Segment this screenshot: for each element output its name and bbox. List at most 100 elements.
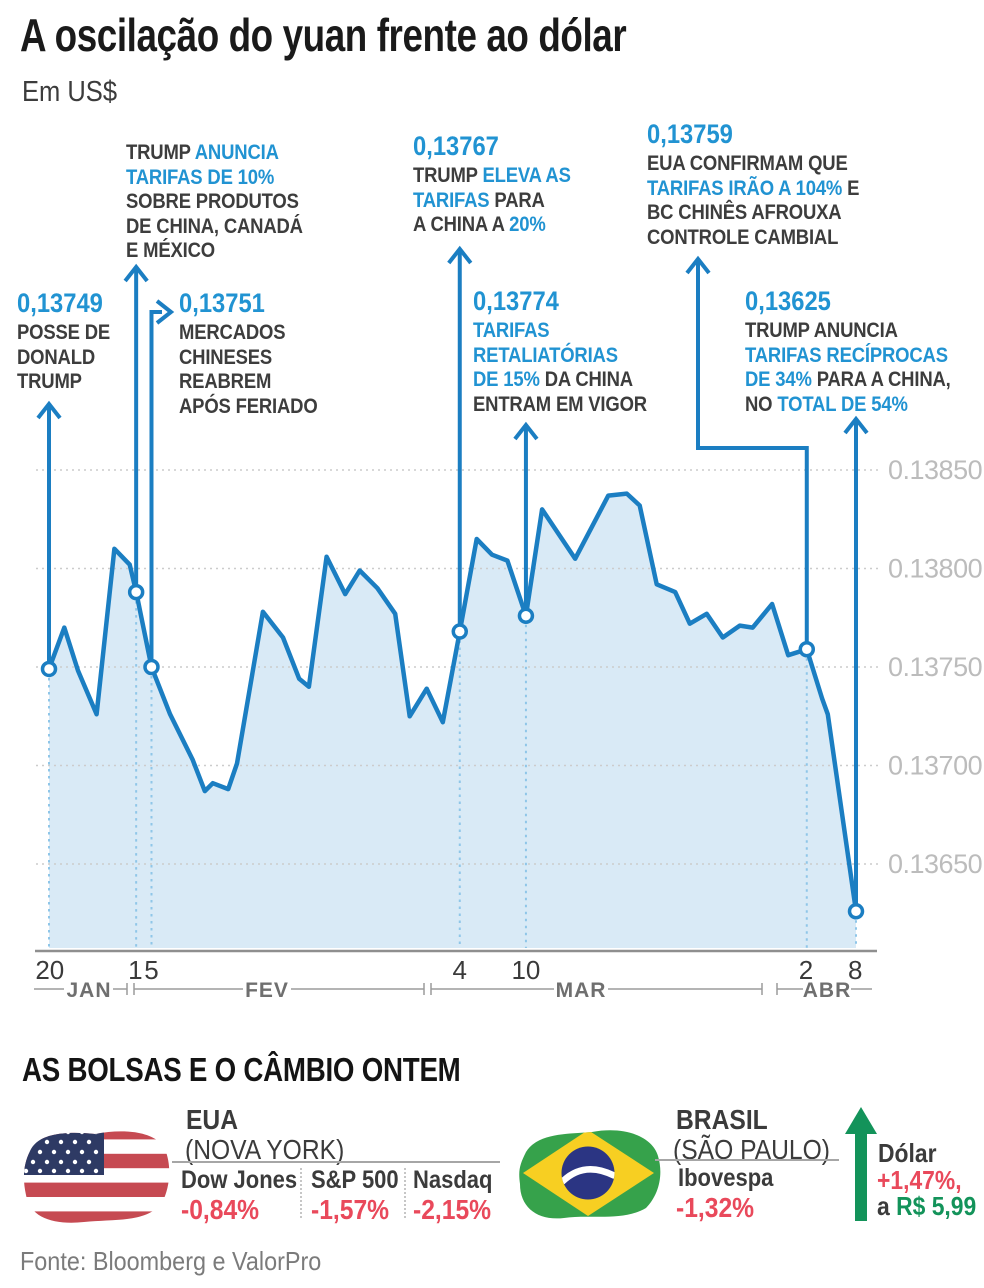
annotation-value: 0,13774: [473, 286, 559, 316]
brasil-label: BRASIL: [676, 1104, 768, 1135]
arrowhead-up: [513, 421, 539, 441]
usa-divider: [172, 1161, 500, 1163]
month-label: JAN: [66, 979, 111, 1002]
annotation-text: TARIFAS RETALIATÓRIAS DE 15% DA CHINA EN…: [473, 319, 647, 417]
chart-unit-label: Em US$: [22, 76, 118, 108]
y-axis-tick-label: 0.13750: [888, 652, 982, 682]
x-axis-tick-label: 10: [511, 955, 540, 985]
area-fill: [49, 493, 856, 948]
annotation-text-run: PARA A CHINA, NO: [745, 368, 951, 416]
brasil-divider: [655, 1159, 839, 1161]
month-label: FEV: [245, 979, 289, 1002]
data-point-marker: [451, 623, 469, 640]
brasil-city-label: (SÃO PAULO): [673, 1134, 830, 1165]
annotation-tarifas-10: TRUMP ANUNCIA TARIFAS DE 10% SOBRE PRODU…: [126, 141, 303, 264]
annotation-text: MERCADOS CHINESES REABREM APÓS FERIADO: [179, 321, 318, 419]
annotation-text: TRUMP ANUNCIA TARIFAS RECÍPROCAS DE 34% …: [745, 319, 951, 417]
sp500-label: S&P 500: [311, 1166, 399, 1194]
data-point-marker: [127, 583, 145, 601]
annotation-tarifas-104: 0,13759 EUA CONFIRMAM QUE TARIFAS IRÃO A…: [647, 119, 859, 250]
annotation-value: 0,13749: [17, 288, 103, 318]
annotation-mercados-reabrem: 0,13751 MERCADOS CHINESES REABREM APÓS F…: [179, 288, 318, 419]
usa-city-label: (NOVA YORK): [185, 1134, 345, 1165]
yuan-dollar-chart: 0.13850 0.13800 0.13750 0.13700 0.13650 20 1 5 4…: [34, 245, 983, 1002]
dolar-price-prefix: a: [877, 1191, 897, 1221]
usa-label: EUA: [186, 1104, 239, 1135]
column-separator: [404, 1168, 406, 1218]
ibovespa-label: Ibovespa: [678, 1164, 774, 1192]
month-label: MAR: [556, 979, 607, 1002]
annotation-tarifas-20: 0,13767 TRUMP ELEVA AS TARIFAS PARA A CH…: [413, 131, 571, 238]
x-axis-tick-label: 5: [144, 955, 158, 985]
nasdaq-value: -2,15%: [413, 1194, 492, 1225]
y-axis-tick-label: 0.13850: [888, 455, 982, 485]
arrowhead-right: [155, 299, 175, 325]
brazil-flag-icon: [519, 1130, 661, 1219]
arrowhead-up: [447, 245, 473, 265]
x-axis-tick-label: 2: [799, 955, 813, 985]
annotation-text: TRUMP ELEVA AS TARIFAS PARA A CHINA A 20…: [413, 164, 571, 238]
annotation-value: 0,13759: [647, 119, 733, 149]
annotation-text-run: TRUMP: [413, 164, 483, 187]
annotation-text: EUA CONFIRMAM QUE TARIFAS IRÃO A 104% E …: [647, 152, 859, 250]
x-axis-tick-label: 20: [35, 955, 64, 985]
annotation-text-run: PARA A CHINA A: [413, 188, 545, 237]
dow-jones-value: -0,84%: [181, 1194, 260, 1225]
x-axis-tick-label: 1: [128, 955, 142, 985]
dolar-price: a R$ 5,99: [877, 1191, 976, 1222]
y-axis-tick-label: 0.13700: [888, 751, 982, 781]
x-axis-tick-label: 8: [848, 955, 862, 985]
annotation-text-run: EUA CONFIRMAM QUE: [647, 152, 848, 175]
data-point-marker: [847, 903, 865, 920]
arrowhead-up: [123, 263, 149, 283]
annotation-text-run: E BC CHINÊS AFROUXA CONTROLE CAMBIAL: [647, 176, 860, 249]
source-credit: Fonte: Bloomberg e ValorPro: [20, 1246, 322, 1276]
page-title: A oscilação do yuan frente ao dólar: [20, 9, 627, 61]
dolar-price-value: R$ 5,99: [896, 1191, 977, 1221]
y-axis-tick-label: 0.13800: [888, 554, 982, 584]
annotation-text-run: DA CHINA ENTRAM EM VIGOR: [473, 368, 647, 416]
annotation-connector: [149, 310, 162, 667]
annotation-retaliatorias-15: 0,13774 TARIFAS RETALIATÓRIAS DE 15% DA …: [473, 286, 647, 417]
nasdaq-label: Nasdaq: [413, 1166, 493, 1194]
annotation-text-run: POSSE DE DONALD TRUMP: [17, 321, 111, 393]
annotation-text: TRUMP ANUNCIA TARIFAS DE 10% SOBRE PRODU…: [126, 141, 303, 264]
annotation-value: 0,13625: [745, 286, 831, 316]
annotation-value: 0,13767: [413, 131, 499, 161]
annotation-text-run: 20%: [509, 213, 546, 236]
annotation-text-run: MERCADOS CHINESES REABREM APÓS FERIADO: [179, 321, 318, 418]
sp500-value: -1,57%: [311, 1194, 390, 1225]
data-point-marker: [517, 607, 535, 625]
up-arrow-icon: [845, 1107, 877, 1221]
dow-jones-label: Dow Jones: [181, 1166, 298, 1194]
arrowhead-up: [36, 400, 62, 420]
annotation-text-run: ANUNCIA TARIFAS DE 10%: [126, 141, 279, 189]
annotation-text-run: TARIFAS IRÃO A 104%: [647, 176, 843, 200]
data-point-marker: [798, 641, 816, 658]
dolar-change: +1,47%,: [877, 1165, 962, 1195]
arrowhead-up: [685, 255, 711, 275]
month-label: ABR: [803, 979, 852, 1002]
usa-flag-icon: [23, 1131, 170, 1223]
annotation-posse-trump: 0,13749 POSSE DE DONALD TRUMP: [17, 288, 110, 395]
annotation-text-run: TARIFAS RECÍPROCAS DE 34%: [745, 343, 948, 392]
dolar-label: Dólar: [878, 1138, 937, 1168]
x-axis-tick-label: 4: [453, 955, 467, 985]
annotation-connector: [696, 260, 809, 644]
annotation-text-run: TRUMP: [126, 141, 195, 164]
annotation-text-run: SOBRE PRODUTOS DE CHINA, CANADÁ E MÉXICO: [126, 190, 303, 262]
data-point-marker: [143, 658, 160, 676]
annotation-text: POSSE DE DONALD TRUMP: [17, 321, 110, 395]
annotation-text-run: ELEVA AS TARIFAS: [413, 164, 571, 212]
annotation-text-run: TARIFAS RETALIATÓRIAS DE 15%: [473, 319, 618, 391]
data-point-marker: [40, 660, 58, 678]
y-axis-tick-label: 0.13650: [888, 849, 982, 879]
annotation-text-run: TRUMP ANUNCIA: [745, 319, 898, 342]
column-separator: [300, 1168, 302, 1218]
annotation-value: 0,13751: [179, 288, 265, 318]
ibovespa-value: -1,32%: [676, 1192, 755, 1223]
section-heading: AS BOLSAS E O CÂMBIO ONTEM: [22, 1051, 461, 1088]
annotation-text-run: TOTAL DE 54%: [777, 392, 908, 416]
chart-line: [46, 491, 859, 912]
